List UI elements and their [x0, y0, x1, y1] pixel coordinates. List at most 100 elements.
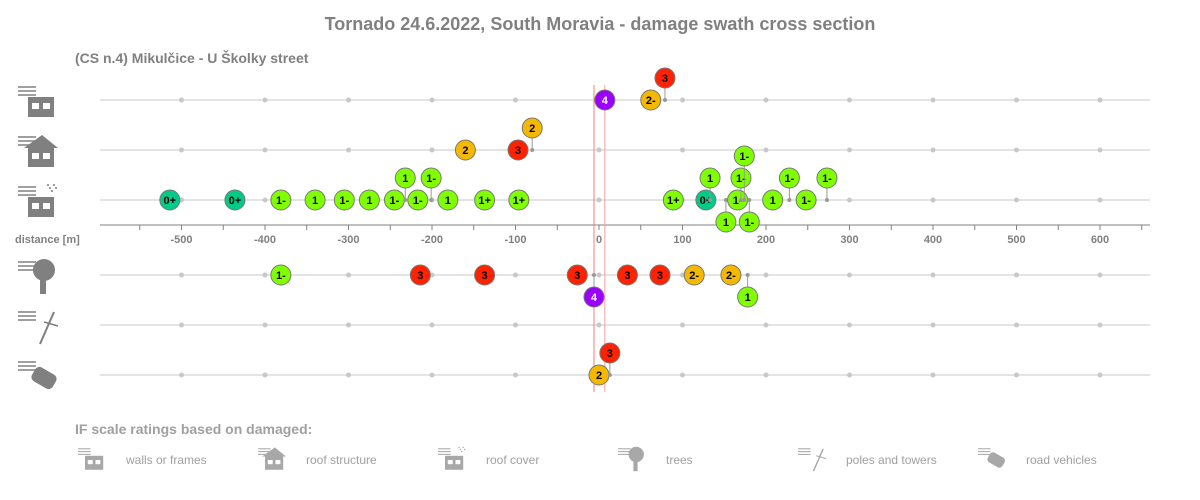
- x-tick-label: 200: [757, 234, 775, 246]
- point-label: 2: [462, 145, 468, 157]
- grid-dot: [262, 272, 268, 278]
- legend-icon: [978, 448, 1005, 468]
- point-marker: [738, 211, 760, 233]
- point-marker: [407, 189, 429, 211]
- grid-dot: [847, 197, 852, 203]
- grid-dot: [262, 197, 268, 203]
- legend-item: road vehicles: [978, 446, 1097, 474]
- point-marker: [699, 167, 721, 189]
- debris: [462, 446, 464, 449]
- point-label: 1: [366, 195, 372, 207]
- grid-dot: [346, 372, 351, 378]
- point-label: 1+: [667, 195, 680, 207]
- point-label: 3: [574, 270, 580, 282]
- point-marker: [616, 264, 638, 286]
- x-axis-label: distance [m]: [15, 234, 80, 246]
- point-marker: [599, 342, 621, 364]
- x-tick-label: 0: [596, 234, 602, 246]
- grid-dot: [346, 322, 351, 328]
- window: [32, 203, 39, 209]
- window: [32, 103, 39, 109]
- data-point: 4: [583, 273, 605, 308]
- grid-dot: [346, 97, 351, 103]
- point-label: 2-: [646, 95, 656, 107]
- point-marker: [649, 264, 671, 286]
- trees-icon: [618, 446, 644, 472]
- grid-dot: [847, 272, 852, 278]
- point-label: 1: [445, 195, 451, 207]
- walls-icon: [78, 448, 104, 470]
- legend-icon: [258, 447, 286, 470]
- point-marker: [730, 167, 752, 189]
- point-marker: [640, 89, 662, 111]
- grid-dot: [763, 322, 769, 328]
- window: [32, 153, 39, 159]
- point-marker: [795, 189, 817, 211]
- grid-dot: [346, 272, 351, 278]
- legend-item: roof structure: [258, 446, 377, 474]
- car: [987, 452, 1005, 468]
- grid-dot: [1097, 197, 1103, 203]
- data-point: 1+: [474, 189, 496, 211]
- data-point: 1-: [733, 145, 755, 202]
- point-label: 3: [482, 270, 488, 282]
- vehicles-icon: [978, 448, 1005, 468]
- grid-dot: [596, 147, 602, 153]
- grid-dot: [930, 197, 936, 203]
- legend-label: road vehicles: [1026, 453, 1097, 467]
- debris: [461, 450, 463, 453]
- point-marker: [566, 264, 588, 286]
- grid-dot: [847, 147, 852, 153]
- roof: [24, 135, 58, 148]
- point-label: 1: [707, 173, 713, 185]
- pole-arm: [43, 321, 59, 327]
- debris: [51, 190, 53, 192]
- poles-icon: [18, 311, 59, 345]
- point-label: 1: [723, 217, 729, 229]
- grid-dot: [1097, 272, 1103, 278]
- legend-label: trees: [666, 453, 693, 467]
- point-label: 0+: [229, 195, 242, 207]
- window: [275, 460, 281, 465]
- chart-title: Tornado 24.6.2022, South Moravia - damag…: [324, 14, 876, 34]
- point-label: 3: [607, 348, 613, 360]
- data-point: 3: [409, 264, 431, 286]
- data-point: 2: [454, 139, 476, 161]
- point-marker: [437, 189, 459, 211]
- point-marker: [304, 189, 326, 211]
- roof: [262, 447, 286, 457]
- point-marker: [733, 145, 755, 167]
- grid-dot: [763, 147, 769, 153]
- pole: [39, 311, 55, 345]
- point-label: 1-: [739, 151, 749, 163]
- data-point: 1: [304, 189, 326, 211]
- point-anchor: [747, 198, 752, 202]
- walls-icon: [18, 86, 54, 117]
- roof-cover-icon: [438, 446, 466, 470]
- grid-dot: [763, 97, 769, 103]
- grid-dot: [429, 372, 435, 378]
- data-point: 1-: [816, 167, 838, 202]
- point-label: 1-: [390, 195, 400, 207]
- point-anchor: [708, 198, 713, 202]
- point-marker: [662, 189, 684, 211]
- point-marker: [333, 189, 355, 211]
- grid-dot: [1014, 322, 1019, 328]
- pole: [812, 448, 824, 472]
- window: [43, 153, 50, 159]
- data-point: 1-: [383, 189, 405, 211]
- legend-item: roof cover: [438, 446, 539, 474]
- x-tick-label: -200: [421, 234, 443, 246]
- debris: [53, 184, 55, 186]
- point-anchor: [787, 198, 792, 202]
- data-point: 4: [594, 89, 616, 111]
- window: [43, 203, 50, 209]
- grid-dot: [763, 372, 769, 378]
- grid-dot: [847, 322, 852, 328]
- legend-icon: [78, 448, 104, 470]
- point-anchor: [403, 198, 408, 202]
- data-point: 3: [649, 264, 671, 286]
- grid-dot: [346, 147, 351, 153]
- grid-dot: [262, 147, 268, 153]
